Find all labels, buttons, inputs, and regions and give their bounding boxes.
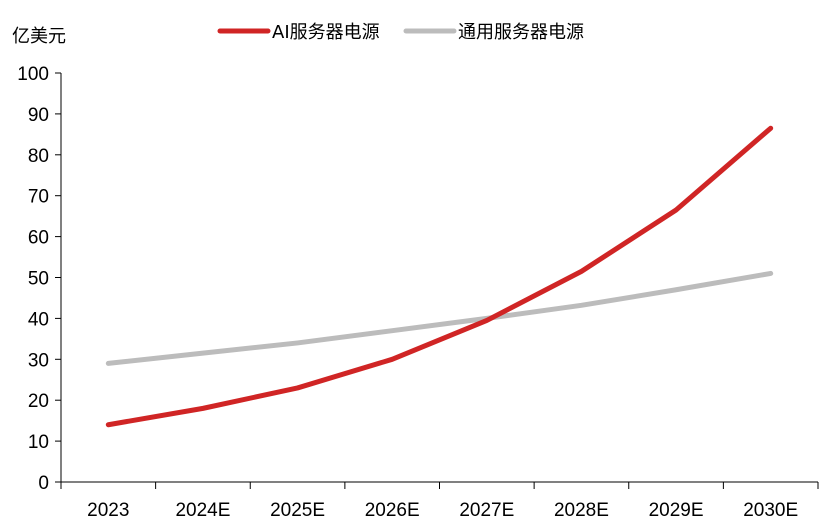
y-tick-label: 70 [28, 187, 49, 208]
x-axis-ticks: 2023 2024E 2025E 2026E 2027E 2028E 2029E 2030E [60, 482, 819, 521]
y-tick-label: 0 [38, 473, 49, 494]
series-line-general-server-power [105, 270, 774, 366]
x-tick-label: 2030E [743, 500, 798, 521]
series-lines [105, 125, 774, 428]
series-line-ai-server-power [105, 125, 774, 428]
y-axis-ticks: 0 10 20 30 40 50 60 70 80 90 100 [17, 64, 61, 494]
y-tick-label: 90 [28, 105, 49, 126]
y-tick-label: 30 [28, 350, 49, 371]
x-tick-label: 2029E [649, 500, 704, 521]
y-tick-label: 80 [28, 146, 49, 167]
legend-label-ai-server-power: AI服务器电源 [272, 22, 380, 43]
x-tick-label: 2024E [175, 500, 230, 521]
y-tick-label: 60 [28, 228, 49, 249]
y-axis-unit-label: 亿美元 [12, 26, 66, 47]
y-tick-label: 10 [28, 432, 49, 453]
x-tick-label: 2028E [554, 500, 609, 521]
y-tick-label: 40 [28, 309, 49, 330]
x-tick-label: 2027E [459, 500, 514, 521]
legend-label-general-server-power: 通用服务器电源 [458, 22, 584, 43]
axes [60, 73, 818, 483]
y-tick-label: 20 [28, 391, 49, 412]
x-tick-label: 2023 [87, 500, 129, 521]
y-tick-label: 100 [17, 64, 49, 85]
x-tick-label: 2025E [270, 500, 325, 521]
x-tick-label: 2026E [365, 500, 420, 521]
legend: AI服务器电源 通用服务器电源 [217, 22, 584, 43]
y-tick-label: 50 [28, 269, 49, 290]
